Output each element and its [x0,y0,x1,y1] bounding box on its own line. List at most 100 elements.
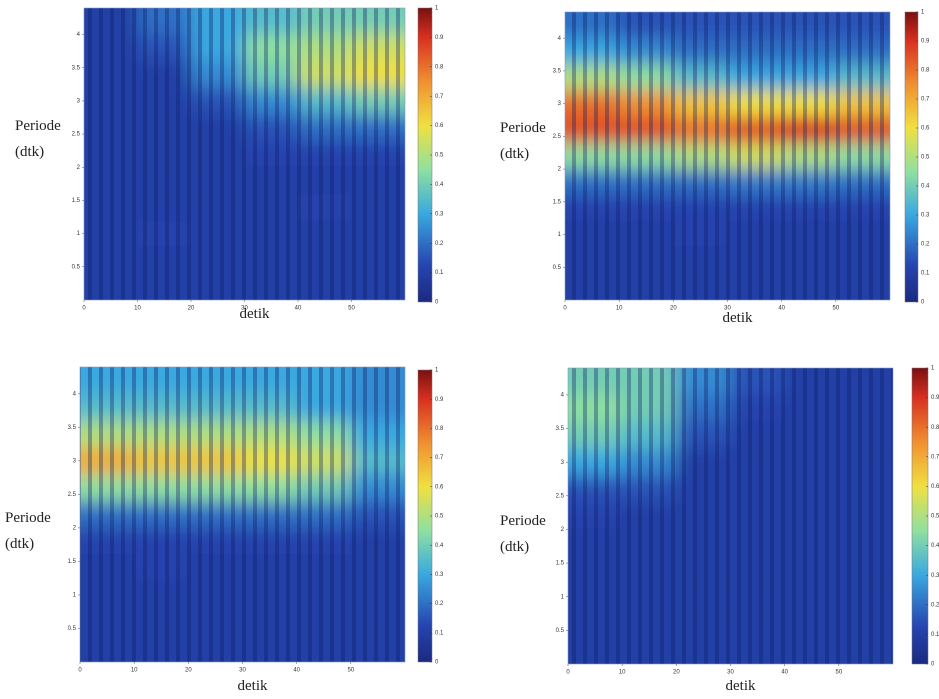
y-tick-label: 4 [558,36,562,42]
plot-area [568,368,893,664]
y-axis-label: (dtk) [5,536,34,552]
y-tick-label: 4 [73,391,77,397]
y-tick-label: 3.5 [553,68,562,74]
colorbar-tick-label: 0.1 [921,271,930,277]
y-tick-label: 4 [561,392,565,398]
colorbar-tick-label: 0.8 [435,426,444,432]
colorbar-tick-label: 1 [931,366,935,372]
y-tick-label: 0.5 [556,628,565,634]
colorbar-tick-label: 0.3 [931,573,939,579]
colorbar-tick-label: 0.4 [435,182,444,188]
colorbar-tick-label: 0.9 [435,397,444,403]
y-tick-label: 2 [561,527,565,533]
colorbar-tick-label: 0.6 [435,484,444,490]
y-tick-label: 0.5 [72,264,81,270]
y-tick-label: 3 [77,98,81,104]
y-tick-label: 4 [77,32,81,38]
x-axis-label: detik [240,306,270,322]
y-tick-label: 1 [561,594,565,600]
panel: 0 10 20 30 40 500.511.522.533.54detikPeriode(… [15,6,444,322]
x-tick-label: 20 [670,306,677,312]
y-tick-label: 1.5 [553,199,562,205]
x-tick-label: 30 [239,668,246,674]
y-axis-label: (dtk) [15,144,44,160]
colorbar-tick-label: 0.6 [931,484,939,490]
y-tick-label: 1.5 [72,198,81,204]
colorbar-tick-label: 0.2 [921,242,930,248]
colorbar-tick-label: 0 [435,660,439,666]
y-tick-label: 2.5 [72,132,81,138]
x-tick-label: 10 [134,306,141,312]
y-tick-label: 2 [73,525,77,531]
colorbar-tick-label: 0.1 [931,632,939,638]
colorbar-tick-label: 0.9 [921,39,930,45]
stripe-texture [84,8,405,300]
panel: 0 10 20 30 40 500.511.522.533.54detikPeriode(… [500,10,930,326]
x-axis-label: detik [723,310,753,326]
colorbar [417,369,433,663]
y-axis-label: Periode [500,513,546,529]
y-axis-label: (dtk) [500,146,529,162]
y-tick-label: 2 [77,165,81,171]
colorbar-tick-label: 0.8 [435,64,444,70]
x-tick-label: 20 [673,670,680,676]
x-tick-label: 0 [563,306,567,312]
colorbar-tick-label: 0.7 [931,454,939,460]
y-axis-label: Periode [5,510,51,526]
colorbar-tick-label: 0.3 [921,213,930,219]
y-tick-label: 1 [77,231,81,237]
stripe-texture [565,12,890,300]
colorbar-tick-label: 0.9 [931,395,939,401]
x-tick-label: 50 [347,668,354,674]
x-tick-label: 20 [188,306,195,312]
colorbar-tick-label: 0.6 [921,126,930,132]
x-tick-label: 0 [82,306,86,312]
x-tick-label: 0 [566,670,570,676]
x-tick-label: 40 [293,668,300,674]
y-tick-label: 3 [561,460,565,466]
colorbar-tick-label: 0 [931,662,935,668]
y-tick-label: 0.5 [553,265,562,271]
y-tick-label: 2 [558,167,562,173]
colorbar-tick-label: 1 [921,10,925,16]
panel: 0 10 20 30 40 500.511.522.533.54detikPeriode(… [5,366,444,694]
y-axis-label: (dtk) [500,539,529,555]
colorbar-tick-label: 0 [921,300,925,306]
y-tick-label: 1 [558,232,562,238]
x-tick-label: 0 [78,668,82,674]
y-tick-label: 1.5 [556,561,565,567]
colorbar-tick-label: 0.4 [921,184,930,190]
colorbar-tick-label: 0.3 [435,211,444,217]
x-axis-label: detik [238,678,268,694]
colorbar-tick-label: 1 [435,6,439,12]
colorbar-tick-label: 0.5 [435,514,444,520]
x-axis-label: detik [726,678,756,694]
colorbar-tick-label: 0.9 [435,35,444,41]
plot-area [565,12,890,300]
x-tick-label: 10 [616,306,623,312]
x-tick-label: 10 [619,670,626,676]
colorbar-tick-label: 0.1 [435,630,444,636]
x-tick-label: 40 [781,670,788,676]
colorbar-tick-label: 0.7 [435,455,444,461]
y-tick-label: 2.5 [553,134,562,140]
y-axis-label: Periode [15,118,61,134]
stripe-texture [568,368,893,664]
x-tick-label: 50 [835,670,842,676]
colorbar-tick-label: 0.5 [921,155,930,161]
colorbar-tick-label: 0.3 [435,572,444,578]
y-tick-label: 1.5 [68,559,77,565]
colorbar-tick-label: 0.7 [435,94,444,100]
colorbar-tick-label: 0.4 [435,543,444,549]
colorbar-tick-label: 0.6 [435,123,444,129]
plot-area [84,8,405,300]
colorbar [911,367,929,665]
y-tick-label: 1 [73,593,77,599]
colorbar-tick-label: 1 [435,368,439,374]
y-tick-label: 3.5 [556,426,565,432]
plot-area [80,367,405,662]
y-tick-label: 3.5 [72,65,81,71]
x-tick-label: 50 [832,306,839,312]
colorbar-tick-label: 0.5 [435,153,444,159]
y-tick-label: 3 [73,458,77,464]
